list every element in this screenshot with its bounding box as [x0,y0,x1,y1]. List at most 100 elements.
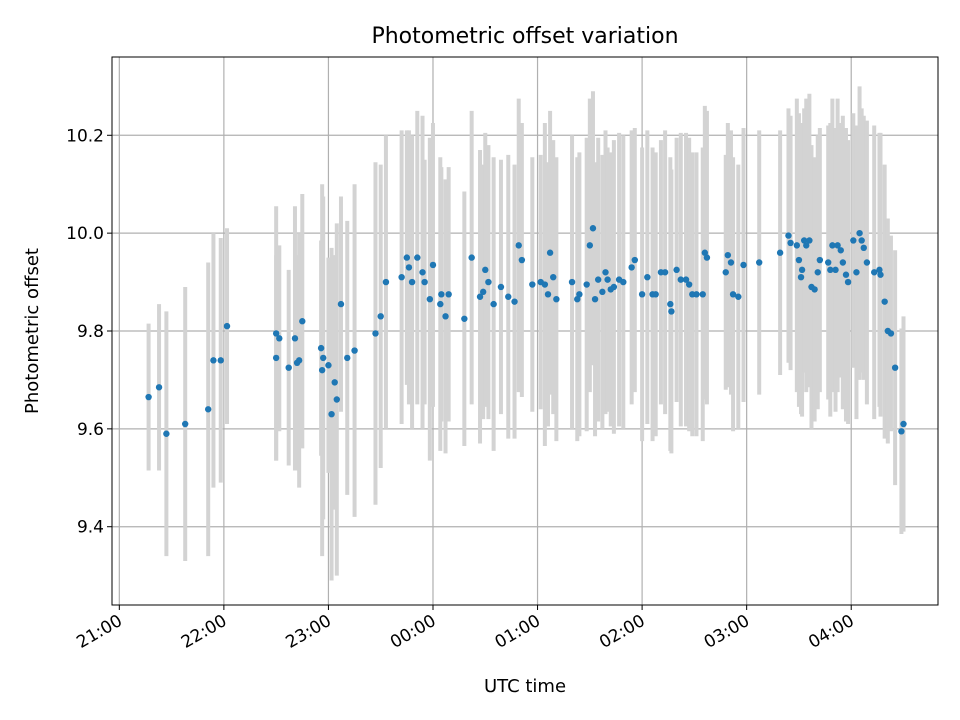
data-point [398,273,405,281]
data-point [210,357,217,364]
data-point [787,239,794,247]
data-point [485,278,492,286]
y-axis-label: Photometric offset [22,248,43,414]
data-point [318,366,326,374]
data-point [891,364,899,371]
data-point [797,273,805,281]
x-axis-label: UTC time [484,676,566,697]
data-point [546,249,554,256]
data-point [853,269,860,276]
data-point [223,322,231,330]
data-point [377,313,384,320]
data-point [785,232,792,239]
data-point [604,276,611,283]
data-point [673,266,680,274]
data-point [898,428,905,435]
data-point [667,300,674,308]
y-tick-label: 10.2 [66,126,104,146]
data-point [408,278,416,286]
data-point [677,276,684,283]
data-point [727,259,735,266]
y-axis-ticks: 9.4 9.6 9.8 10.0 10.2 [66,126,112,538]
data-point [594,276,602,283]
y-tick-label: 9.8 [77,322,104,342]
data-point [333,396,340,403]
data-point [776,249,784,256]
data-point [586,242,594,249]
data-point [419,269,426,276]
data-point [479,288,487,296]
data-point [850,237,857,244]
y-tick-label: 10.0 [66,224,104,244]
data-point [834,242,841,249]
data-point [497,283,505,291]
data-point [372,330,379,337]
data-point [881,298,888,305]
data-point [858,237,865,244]
data-point [328,410,335,418]
data-point [816,256,824,264]
data-point [490,300,497,308]
data-point [685,281,693,288]
data-point [825,259,832,266]
data-point [445,291,452,298]
data-point [631,256,638,264]
data-point [811,286,818,293]
data-point [426,295,434,303]
data-point [638,291,646,298]
data-point [589,225,597,232]
data-point [599,288,606,296]
data-point [591,295,599,303]
data-point [331,379,338,386]
data-point [652,291,659,298]
data-point [403,254,411,261]
data-point [438,291,445,298]
data-point [827,266,834,274]
data-point [722,269,729,276]
data-point [602,269,609,276]
data-point [574,295,581,303]
data-point [814,269,821,276]
data-point [644,273,651,281]
data-point [544,291,552,298]
data-point [842,271,850,278]
data-point [735,293,742,300]
data-point [661,269,669,276]
data-point [724,251,732,259]
data-point [217,357,224,364]
data-point [576,291,583,298]
data-point [553,295,560,303]
data-point [442,313,449,320]
data-point [515,242,522,249]
data-point [729,291,737,298]
data-point [832,266,839,274]
data-point [876,266,883,274]
data-point [887,330,895,337]
data-point [795,256,803,264]
data-point [699,291,706,298]
data-point [703,254,711,261]
data-point [860,244,867,252]
data-point [155,384,163,391]
data-point [610,283,618,291]
data-point [844,278,852,286]
data-point [163,430,170,437]
data-point [482,266,489,274]
data-point [620,278,627,286]
data-point [740,261,747,269]
data-point [181,420,189,428]
data-point [204,406,212,413]
data-point [793,242,801,249]
data-point [839,259,847,266]
data-point [806,237,813,244]
data-point [505,293,512,300]
data-point [798,266,806,274]
data-point [871,269,878,276]
data-point [405,264,413,271]
data-point [550,273,557,281]
data-point [877,271,884,278]
data-point [145,393,152,401]
data-point [272,330,280,337]
data-point [325,362,332,369]
data-point [682,276,690,283]
